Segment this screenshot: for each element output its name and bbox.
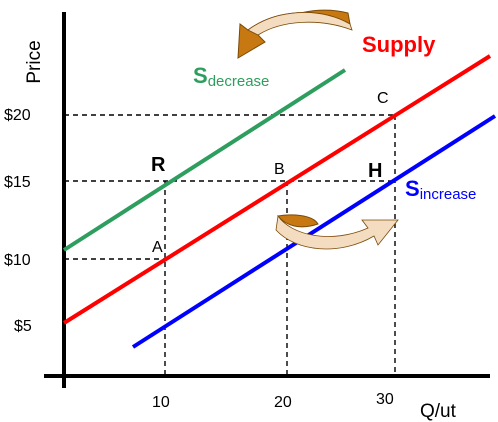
y-tick-10: $10 <box>4 252 31 269</box>
point-label-b: B <box>274 161 285 178</box>
x-tick-30: 30 <box>376 391 394 408</box>
supply-decrease-label-main: S <box>193 63 208 88</box>
point-label-c: C <box>377 90 389 107</box>
supply-decrease-line <box>62 68 347 252</box>
supply-decrease-label-sub: decrease <box>208 73 270 90</box>
x-tick-20: 20 <box>274 394 292 411</box>
point-label-h: H <box>368 160 382 182</box>
shift-right-arrow <box>275 214 399 250</box>
y-tick-20: $20 <box>4 107 31 124</box>
supply-decrease-label: Sdecrease <box>193 63 269 90</box>
y-tick-5: $5 <box>14 318 32 335</box>
supply-line <box>62 54 492 325</box>
x-axis-label: Q/ut <box>420 401 457 422</box>
supply-increase-line <box>131 114 497 349</box>
supply-label: Supply <box>362 32 436 57</box>
shift-left-arrow <box>237 9 353 59</box>
supply-increase-label-main: S <box>405 176 420 201</box>
supply-increase-label-sub: increase <box>420 186 477 203</box>
y-axis-label: Price <box>24 40 45 83</box>
point-label-r: R <box>151 154 166 176</box>
point-label-a: A <box>152 239 163 256</box>
supply-increase-label: Sincrease <box>405 176 476 203</box>
x-tick-10: 10 <box>152 394 170 411</box>
y-tick-15: $15 <box>4 174 31 191</box>
